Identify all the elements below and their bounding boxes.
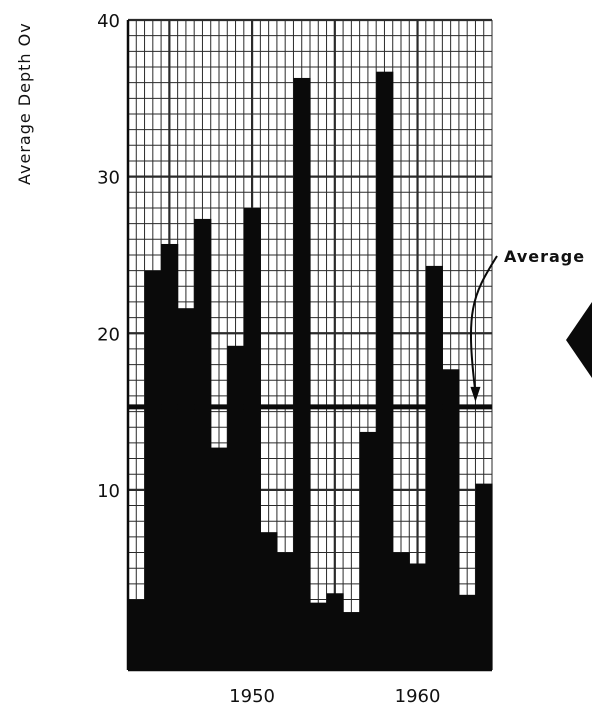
y-tick-label: 40: [97, 11, 120, 32]
bar: [144, 270, 162, 670]
average-arrow: [469, 255, 498, 393]
bar: [243, 207, 261, 670]
bar: [177, 308, 195, 670]
bar: [227, 345, 245, 670]
axes: [126, 20, 492, 672]
side-diamond-marker: [566, 302, 592, 378]
bar: [442, 369, 460, 670]
average-annotation: Average: [504, 247, 585, 266]
bar: [376, 71, 394, 670]
bar: [161, 243, 179, 671]
x-tick-label: 1950: [229, 686, 275, 707]
y-axis-label: Average Depth Ov: [15, 22, 34, 185]
bar: [293, 77, 311, 671]
bar: [343, 612, 361, 670]
average-arrowhead: [470, 386, 481, 402]
y-tick-label: 30: [97, 168, 120, 189]
y-tick-label: 20: [97, 324, 120, 345]
x-tick-labels: 1950 1960: [229, 686, 440, 707]
bar: [194, 218, 212, 671]
bar: [260, 532, 278, 670]
bar: [310, 602, 328, 670]
bar: [359, 431, 377, 670]
bar: [128, 599, 146, 670]
x-tick-label: 1960: [395, 686, 441, 707]
bar: [276, 552, 295, 670]
bar: [326, 593, 344, 670]
bar: [475, 483, 493, 670]
bar: [392, 552, 410, 670]
bars: [128, 71, 493, 671]
bar: [210, 447, 228, 670]
bar: [425, 265, 443, 670]
bar: [458, 594, 477, 670]
y-tick-labels: 10 20 30 40: [97, 11, 120, 502]
y-tick-label: 10: [97, 481, 120, 502]
bar: [409, 563, 427, 670]
